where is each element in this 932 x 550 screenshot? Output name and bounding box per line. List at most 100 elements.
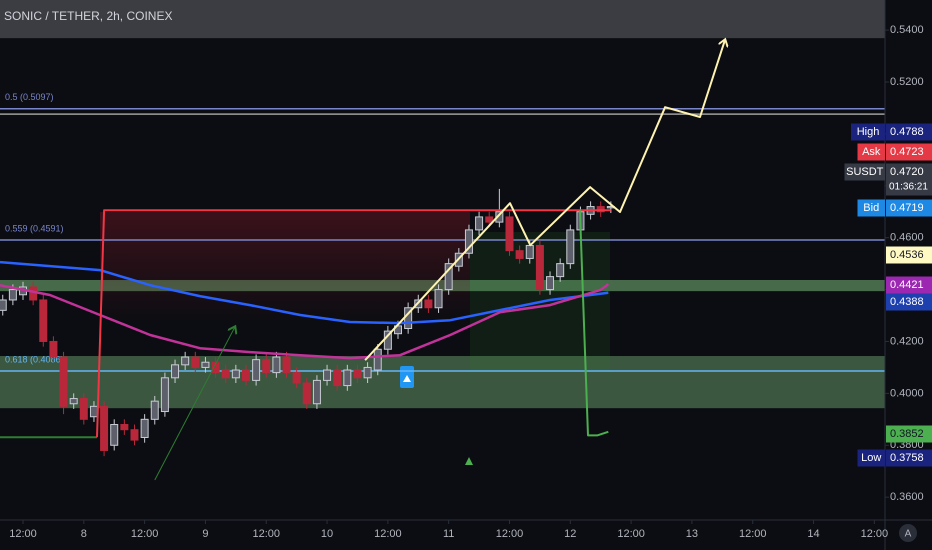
candle-body (49, 340, 58, 358)
candle-body (252, 359, 261, 381)
candle-body (171, 364, 180, 379)
candle-body (424, 299, 433, 309)
price-label: 0.3758 (890, 452, 924, 464)
candle-body (333, 369, 342, 387)
x-tick-label: 12:00 (374, 528, 402, 540)
x-tick-label: 9 (202, 528, 208, 540)
price-tag-box (857, 199, 885, 217)
candle-body (525, 244, 534, 259)
candle-body (495, 211, 504, 223)
candle-body (444, 263, 453, 291)
candle-body (79, 398, 88, 420)
candle-body (69, 398, 78, 405)
price-label: 0.3852 (890, 428, 924, 440)
y-tick-label: 0.4200 (890, 335, 924, 347)
price-tag: Bid (863, 202, 879, 214)
candle-body (8, 289, 17, 301)
price-label: 0.4723 (890, 146, 924, 158)
price-tag-box (844, 163, 885, 181)
candle-body (282, 356, 291, 374)
candle-body (272, 356, 281, 374)
price-tag-box (851, 123, 885, 141)
price-label: 0.4719 (890, 202, 924, 214)
overlay-line (578, 210, 609, 437)
candle-body (353, 369, 362, 379)
candle-body (475, 216, 484, 231)
x-tick-label: 12:00 (739, 528, 767, 540)
candle-body (373, 348, 382, 371)
candle-body (485, 216, 494, 223)
price-label: 0.4388 (890, 296, 924, 308)
marker (465, 457, 473, 465)
auto-button[interactable] (899, 524, 917, 542)
price-tag: SUSDT (846, 166, 884, 178)
candle-body (241, 369, 250, 381)
price-label: 0.4536 (890, 249, 924, 261)
price-label-box (886, 246, 932, 264)
plot-area: 0.5 (0.5097) 0.559 (0.4591) 0.618 (0.4086) (0, 0, 885, 481)
price-tag-box (857, 449, 885, 467)
x-tick-label: 12:00 (252, 528, 280, 540)
x-tick-label: 12:00 (9, 528, 37, 540)
x-tick-label: 11 (443, 528, 454, 540)
candle-body (130, 429, 139, 441)
price-label-box (886, 425, 932, 443)
x-tick-label: 10 (321, 528, 333, 540)
candle-body (201, 361, 210, 368)
candle-body (464, 229, 473, 254)
candle-body (59, 356, 68, 407)
y-tick-label: 0.5400 (890, 24, 924, 36)
level-label: 0.5 (0.5097) (5, 92, 54, 102)
x-tick-label: 12:00 (496, 528, 524, 540)
zone (0, 356, 885, 409)
overlay-line (154, 327, 235, 481)
candle-body (89, 405, 98, 418)
x-tick-label: 13 (686, 528, 698, 540)
candle-body (140, 418, 149, 438)
candle-body (535, 244, 544, 291)
price-label: 0.4421 (890, 279, 924, 291)
price-label: 0.4788 (890, 126, 924, 138)
price-label-box (886, 449, 932, 467)
candle-body (120, 424, 129, 431)
candle-body (181, 356, 190, 366)
candle-body (434, 289, 443, 309)
candle-body (39, 299, 48, 342)
price-label-box (886, 123, 932, 141)
chart-title: SONIC / TETHER, 2h, COINEX (4, 9, 172, 23)
price-label-box (886, 293, 932, 311)
y-tick-label: 0.4600 (890, 232, 924, 244)
candle-body (566, 229, 575, 265)
candle-body (231, 369, 240, 379)
price-label-box (886, 143, 932, 161)
candle-body (312, 379, 321, 405)
overlay-line (0, 283, 610, 360)
y-tick-label: 0.5200 (890, 76, 924, 88)
candle-body (292, 372, 301, 384)
candle-body (150, 400, 159, 420)
price-label-sub: 01:36:21 (889, 182, 928, 193)
x-tick-label: 12:00 (617, 528, 645, 540)
price-tag: Low (861, 452, 881, 464)
x-tick-label: 8 (81, 528, 87, 540)
candle-body (160, 377, 169, 413)
overlay-line (96, 209, 611, 438)
candle-body (556, 263, 565, 278)
level-label: 0.618 (0.4086) (5, 354, 64, 364)
price-label-box (886, 163, 932, 196)
candle-body (596, 206, 605, 213)
overlay-line (364, 40, 725, 361)
auto-button-label[interactable]: A (905, 529, 912, 540)
candle-body (515, 250, 524, 259)
x-tick-label: 14 (807, 528, 819, 540)
price-label: 0.4720 (890, 166, 924, 178)
candle-body (110, 424, 119, 446)
candle-body (211, 361, 220, 374)
y-tick-label: 0.3600 (890, 491, 924, 503)
x-tick-label: 12:00 (861, 528, 889, 540)
zone (0, 0, 885, 39)
candle-body (29, 286, 38, 301)
price-label-box (886, 199, 932, 217)
candle-body (262, 359, 271, 374)
level-label: 0.559 (0.4591) (5, 223, 64, 233)
